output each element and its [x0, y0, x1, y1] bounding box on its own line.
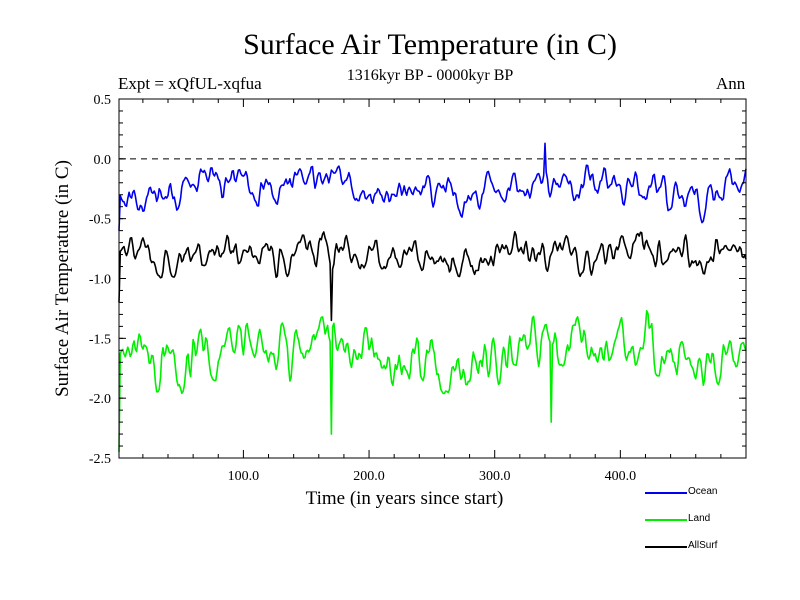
- y-tick-label: -0.5: [89, 213, 111, 228]
- legend-swatch-allsurf: [645, 546, 687, 548]
- season-label: Ann: [716, 74, 746, 93]
- y-tick-label: 0.5: [94, 93, 112, 108]
- y-tick-label: -2.5: [89, 452, 111, 467]
- y-tick-label: -1.5: [89, 332, 111, 347]
- experiment-label: Expt = xQfUL-xqfua: [118, 74, 262, 93]
- y-tick-label: -1.0: [89, 273, 111, 288]
- legend-swatch-ocean: [645, 492, 687, 494]
- series-line-land: [118, 309, 747, 453]
- x-tick-label: 400.0: [605, 469, 637, 484]
- series-line-allsurf: [118, 231, 747, 322]
- legend-swatch-land: [645, 519, 687, 521]
- legend-label-ocean: Ocean: [688, 486, 718, 497]
- chart-title: Surface Air Temperature (in C): [243, 28, 617, 61]
- x-tick-label: 100.0: [228, 469, 260, 484]
- legend-label-land: Land: [688, 513, 711, 524]
- y-tick-label: 0.0: [94, 153, 112, 168]
- plot-frame: [118, 98, 747, 459]
- x-axis-title: Time (in years since start): [306, 488, 504, 509]
- y-axis-title: Surface Air Temperature (in C): [52, 160, 73, 397]
- y-tick-label: -2.0: [89, 392, 111, 407]
- x-tick-label: 300.0: [479, 469, 511, 484]
- x-tick-label: 200.0: [353, 469, 385, 484]
- series-line-ocean: [118, 142, 747, 231]
- period-label: 1316kyr BP - 0000kyr BP: [346, 67, 514, 84]
- legend-label-allsurf: AllSurf: [688, 540, 718, 551]
